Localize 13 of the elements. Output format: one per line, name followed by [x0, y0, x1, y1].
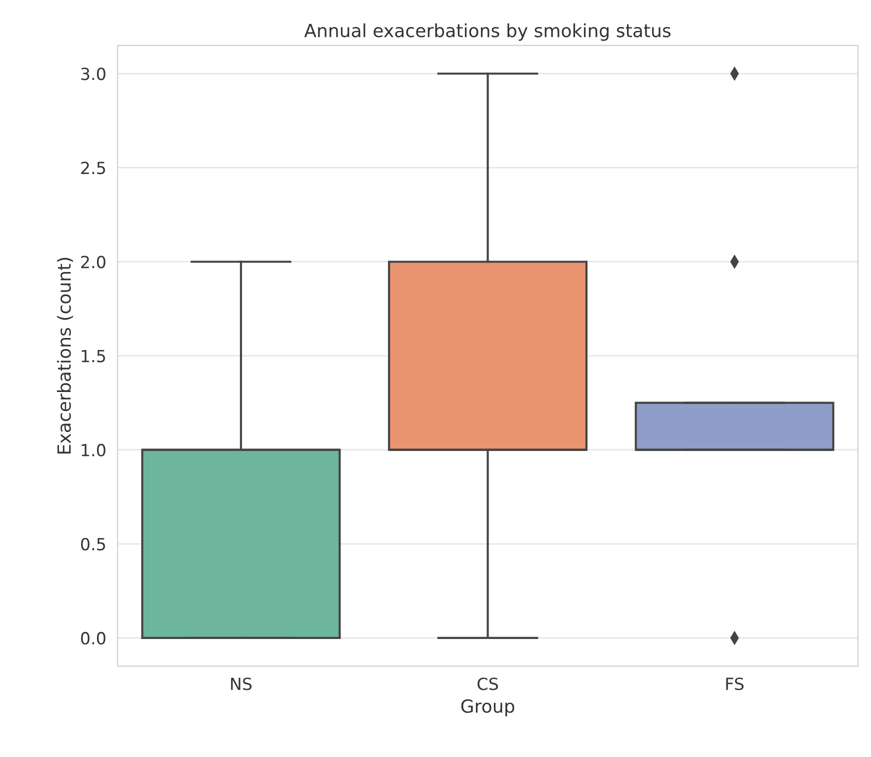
- y-tick-label: 0.5: [81, 538, 106, 550]
- y-tick-label: 1.5: [82, 350, 106, 362]
- y-axis-title: Exacerbations (count): [56, 258, 74, 454]
- y-tick-label: 3.0: [81, 68, 106, 80]
- chart-title: Annual exacerbations by smoking status: [304, 23, 671, 41]
- y-tick-label: 1.0: [82, 444, 106, 456]
- x-axis-title: Group: [461, 699, 514, 716]
- y-tick-label: 2.5: [81, 162, 106, 174]
- x-tick-label: FS: [726, 678, 744, 690]
- x-tick-label: CS: [478, 678, 498, 690]
- x-tick-label: NS: [231, 678, 252, 690]
- y-tick-label: 2.0: [81, 256, 106, 268]
- y-tick-label: 0.0: [81, 632, 106, 645]
